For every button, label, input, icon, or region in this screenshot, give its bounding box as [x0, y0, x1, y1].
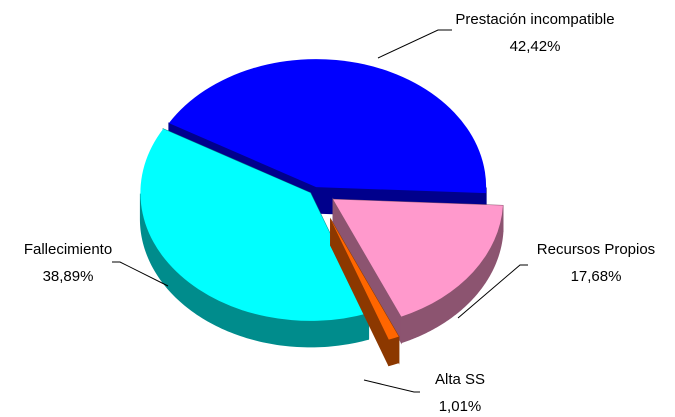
slice-value-label: 1,01%	[439, 398, 482, 415]
slice-value-label: 42,42%	[510, 38, 561, 55]
slice-label: Recursos Propios	[537, 241, 655, 258]
slice-label: Fallecimiento	[24, 241, 112, 258]
slice	[333, 199, 503, 317]
slice	[168, 59, 487, 194]
slice-value-label: 38,89%	[43, 268, 94, 285]
slice-value-label: 17,68%	[571, 268, 622, 285]
leader-line	[377, 29, 452, 59]
leader-line	[112, 261, 169, 287]
slice	[140, 128, 369, 321]
slice-label: Prestación incompatible	[455, 11, 614, 28]
leader-line	[363, 379, 420, 393]
slice-label: Alta SS	[435, 371, 485, 388]
leader-line	[457, 264, 528, 319]
slice	[330, 219, 399, 340]
slice-wall	[388, 335, 400, 367]
